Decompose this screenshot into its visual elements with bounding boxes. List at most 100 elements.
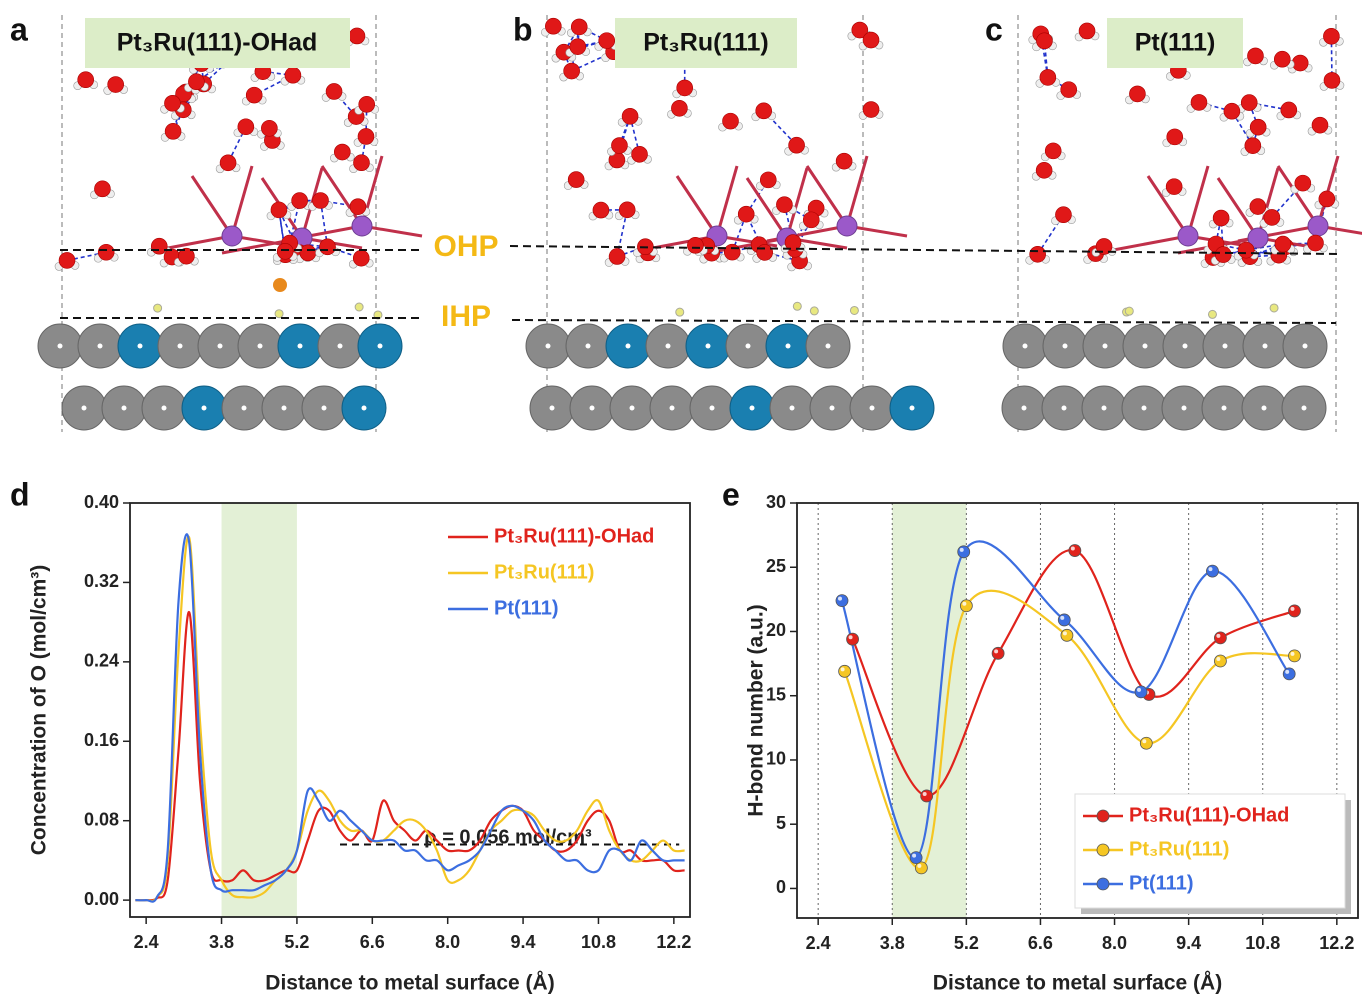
marker-shine — [912, 854, 916, 858]
marker — [958, 546, 970, 558]
x-tick-label: 12.2 — [656, 932, 691, 952]
atom-highlight — [1302, 406, 1307, 411]
atom-highlight — [1183, 344, 1188, 349]
x-tick-label: 8.0 — [1102, 933, 1127, 953]
oxygen — [564, 63, 580, 79]
oxygen — [94, 181, 110, 197]
legend-marker — [1097, 844, 1109, 856]
marker-shine — [923, 792, 927, 796]
panel-title: Pt₃Ru(111) — [643, 29, 769, 57]
marker — [1206, 565, 1218, 577]
atom-highlight — [298, 344, 303, 349]
oxygen — [756, 103, 772, 119]
x-tick-label: 12.2 — [1319, 933, 1354, 953]
atom-highlight — [1063, 344, 1068, 349]
oxygen — [359, 96, 375, 112]
oxygen — [836, 153, 852, 169]
oxygen — [246, 87, 262, 103]
atom-highlight — [666, 344, 671, 349]
ion — [793, 302, 801, 310]
atom-highlight — [630, 406, 635, 411]
oxygen — [98, 244, 114, 260]
y-tick-label: 30 — [766, 492, 786, 512]
oxygen — [1292, 55, 1308, 71]
panel-title: Pt₃Ru(111)-OHad — [117, 29, 318, 57]
atom-highlight — [282, 406, 287, 411]
oxygen — [1166, 179, 1182, 195]
atom-highlight — [58, 344, 63, 349]
atom-highlight — [1102, 406, 1107, 411]
y-tick-label: 0.32 — [84, 571, 119, 591]
y-tick-label: 0.08 — [84, 809, 119, 829]
oxygen — [622, 108, 638, 124]
oxygen — [1055, 207, 1071, 223]
ion — [1208, 310, 1216, 318]
atom-highlight — [1182, 406, 1187, 411]
oxygen — [78, 72, 94, 88]
atom-highlight — [786, 344, 791, 349]
oxygen — [1215, 247, 1231, 263]
oh-adsorbate — [273, 278, 287, 292]
oxygen — [349, 28, 365, 44]
highlight-band — [222, 503, 297, 917]
oxygen — [1061, 82, 1077, 98]
atom-highlight — [746, 344, 751, 349]
marker-shine — [1137, 688, 1141, 692]
panel-label: e — [722, 476, 740, 512]
marker — [910, 852, 922, 864]
marker-shine — [994, 649, 998, 653]
x-tick-label: 6.6 — [1028, 933, 1053, 953]
atom-highlight — [586, 344, 591, 349]
marker — [1058, 614, 1070, 626]
legend-label: Pt₃Ru(111)-OHad — [1129, 804, 1289, 826]
atom-highlight — [910, 406, 915, 411]
oxygen — [300, 245, 316, 261]
atom-highlight — [1103, 344, 1108, 349]
oxygen — [334, 144, 350, 160]
oxygen — [1241, 95, 1257, 111]
oxygen — [1281, 102, 1297, 118]
marker — [921, 790, 933, 802]
oxygen — [1307, 235, 1323, 251]
y-tick-label: 5 — [776, 813, 786, 833]
legend-label: Pt(111) — [1129, 872, 1193, 894]
marker-shine — [849, 635, 853, 639]
atom-highlight — [178, 344, 183, 349]
oxygen — [271, 202, 287, 218]
ion — [355, 303, 363, 311]
oxygen — [609, 248, 625, 264]
marker-shine — [917, 864, 921, 868]
atom-highlight — [790, 406, 795, 411]
adsorbate-atom — [1178, 226, 1198, 246]
ion — [1270, 304, 1278, 312]
oxygen — [1036, 162, 1052, 178]
atom-highlight — [98, 344, 103, 349]
oxygen — [1324, 72, 1340, 88]
marker-shine — [1060, 616, 1064, 620]
oxygen — [571, 19, 587, 35]
oxygen — [687, 237, 703, 253]
oxygen — [619, 202, 635, 218]
marker-shine — [960, 548, 964, 552]
marker-shine — [1216, 657, 1220, 661]
atom-highlight — [1022, 406, 1027, 411]
atom-highlight — [322, 406, 327, 411]
oxygen — [261, 120, 277, 136]
atom-highlight — [626, 344, 631, 349]
oxygen — [1045, 143, 1061, 159]
oxygen — [1036, 33, 1052, 49]
oxygen — [108, 77, 124, 93]
oxygen — [724, 244, 740, 260]
marker — [1069, 545, 1081, 557]
y-axis-title: H-bond number (a.u.) — [745, 604, 768, 816]
ion — [154, 304, 162, 312]
marker — [847, 633, 859, 645]
legend-label: Pt(111) — [494, 597, 558, 619]
atom-highlight — [1062, 406, 1067, 411]
oxygen — [611, 138, 627, 154]
marker — [1288, 605, 1300, 617]
atom-highlight — [870, 406, 875, 411]
oxygen — [738, 206, 754, 222]
oxygen — [292, 193, 308, 209]
oxygen — [863, 102, 879, 118]
